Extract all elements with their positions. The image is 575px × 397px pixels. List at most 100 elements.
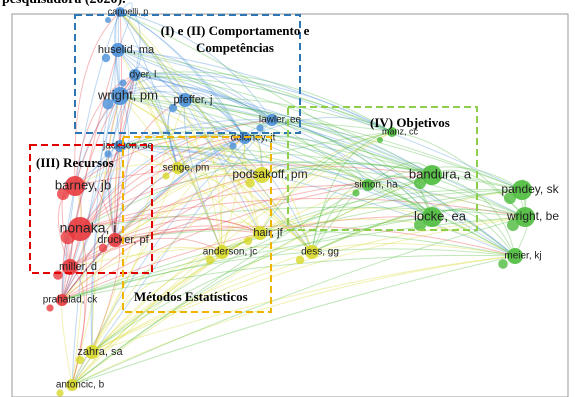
node (119, 79, 127, 87)
edge (74, 119, 273, 187)
edge (177, 167, 526, 218)
edge (117, 49, 179, 169)
edge (91, 131, 393, 353)
cluster-label: (I) e (II) Comportamento e Competências (160, 23, 310, 55)
edge (119, 11, 313, 253)
node-label: anderson, jc (203, 247, 257, 258)
edge (261, 163, 433, 176)
cluster-box (29, 144, 153, 274)
edge (117, 49, 393, 133)
node-label: locke, ea (414, 208, 467, 223)
node-label: huselid, ma (98, 44, 155, 56)
edge (61, 189, 523, 301)
edge (244, 116, 393, 139)
edge (261, 168, 526, 218)
edge (184, 99, 433, 176)
edge (91, 95, 121, 353)
node (504, 192, 516, 204)
edge (79, 137, 246, 230)
node (172, 162, 184, 174)
edge (91, 137, 246, 353)
edge (69, 237, 223, 268)
edge (71, 255, 516, 386)
edge (71, 185, 84, 386)
caption: pesquisadora (2020). (2, 0, 126, 8)
edge (79, 184, 369, 230)
edge (61, 137, 246, 301)
edge (134, 74, 516, 257)
edge (114, 218, 261, 241)
edge (184, 99, 526, 218)
edge (74, 164, 433, 187)
edge (271, 119, 433, 218)
node (352, 189, 360, 197)
edge (119, 11, 246, 139)
node (498, 259, 508, 269)
node-label: nonaka, i (60, 220, 117, 236)
edge (119, 145, 433, 218)
edge (177, 167, 261, 234)
edge (110, 74, 136, 241)
edge (71, 95, 121, 386)
edge (134, 74, 179, 169)
edge (119, 134, 433, 176)
node (129, 69, 141, 81)
edge (69, 174, 433, 268)
cluster-box (74, 14, 301, 134)
edge (119, 11, 141, 76)
edge (79, 131, 393, 230)
node (57, 188, 69, 200)
edge (244, 137, 516, 257)
node (245, 178, 255, 188)
edge (71, 145, 121, 386)
node (102, 98, 114, 110)
edge (114, 225, 516, 257)
edge (119, 145, 516, 257)
node-label: wright, be (506, 209, 559, 223)
node-label: jackson, se (102, 141, 153, 152)
edge (91, 232, 261, 353)
edge (259, 131, 393, 234)
edge (91, 174, 263, 353)
edge (134, 73, 393, 133)
edge (221, 137, 246, 253)
edge (119, 11, 516, 257)
edge (61, 167, 179, 301)
node (215, 245, 229, 259)
node-label: manz, cc (382, 126, 419, 136)
node (178, 93, 192, 107)
node-label: antoncic, b (56, 380, 105, 391)
node-label: pandey, sk (501, 182, 559, 196)
edge (183, 99, 223, 253)
edge (91, 216, 526, 353)
node (377, 137, 383, 143)
node (98, 243, 108, 253)
edge (61, 11, 121, 301)
edge (105, 95, 121, 241)
edge (177, 133, 246, 169)
node (104, 150, 112, 158)
edge (259, 218, 516, 257)
node (111, 87, 129, 105)
edge (61, 299, 73, 386)
edge (134, 72, 273, 121)
edge (71, 131, 393, 386)
node (295, 255, 305, 265)
edge (61, 216, 526, 301)
edge (177, 161, 523, 191)
node (414, 177, 426, 189)
edge (119, 122, 393, 147)
node (56, 389, 64, 397)
edge (117, 49, 369, 186)
node-label: meier, kj (504, 251, 541, 262)
node (254, 167, 270, 183)
cluster-label: (III) Recursos (36, 155, 114, 170)
edge (107, 74, 136, 241)
node-label: lawler, ee (259, 115, 302, 126)
edge (114, 11, 123, 241)
node (243, 236, 253, 246)
edge (79, 119, 273, 230)
edge (119, 11, 273, 121)
edge (69, 145, 121, 268)
